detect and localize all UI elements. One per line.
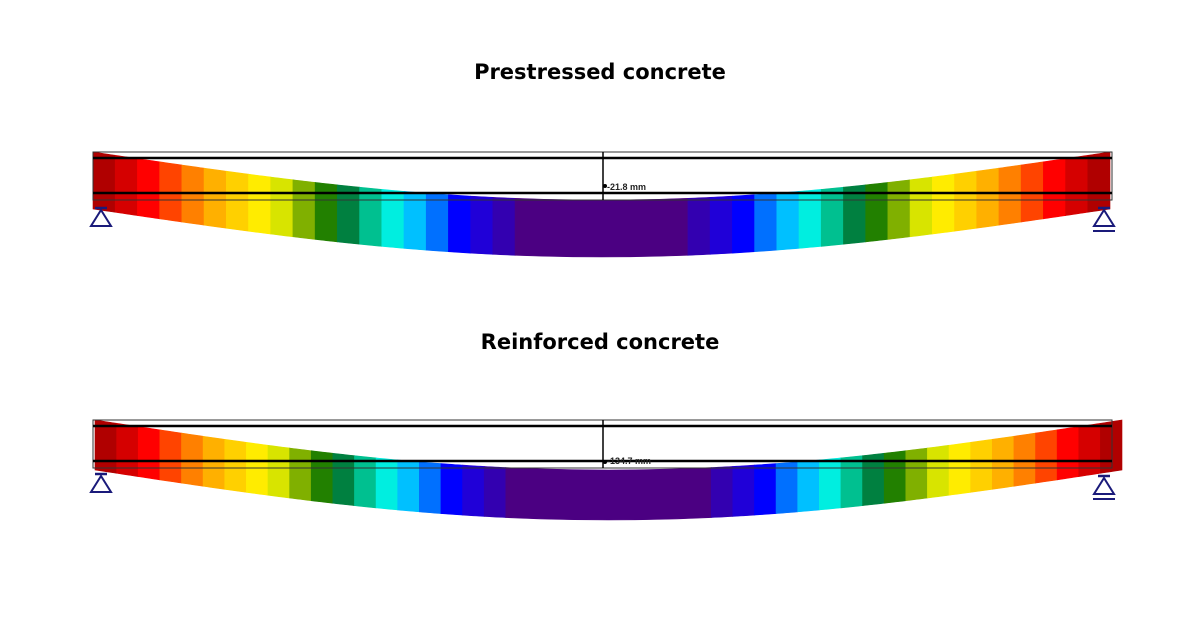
beam-segment xyxy=(1035,429,1058,484)
beam-segment xyxy=(709,195,733,255)
beam-segment xyxy=(1078,422,1101,477)
beam-segment xyxy=(462,464,485,517)
beam-segment xyxy=(732,464,755,517)
beam-segment xyxy=(687,197,711,256)
beam-segment xyxy=(775,461,798,514)
beam-segment xyxy=(267,444,290,499)
beam-segment xyxy=(310,450,334,504)
beam-segment xyxy=(116,422,139,477)
beam-segment xyxy=(225,170,249,232)
beam-segment xyxy=(819,457,842,511)
beam-segment xyxy=(381,189,405,249)
deflection-label-prestressed: -21.8 mm xyxy=(607,182,646,192)
beam-segment xyxy=(94,419,117,474)
beam-segment xyxy=(137,426,161,481)
beam-segment xyxy=(1056,426,1080,481)
beam-segment xyxy=(1100,419,1123,474)
beam-segment xyxy=(905,447,928,502)
beam-segment xyxy=(419,461,442,514)
beam-segment xyxy=(224,438,247,493)
beam-segment xyxy=(159,429,182,484)
beam-segment xyxy=(292,179,316,240)
pinned-support-icon xyxy=(89,474,113,493)
beam-segment xyxy=(248,173,272,235)
beam-reinforced xyxy=(89,419,1123,521)
beam-segment xyxy=(948,441,971,496)
beam-title-reinforced: Reinforced concrete xyxy=(480,330,720,354)
roller-support-icon xyxy=(1092,208,1116,227)
beam-segment xyxy=(754,463,777,516)
deflection-label-reinforced: -134.7 mm xyxy=(607,456,651,466)
deflection-point xyxy=(603,460,607,464)
beam-segment xyxy=(954,170,978,232)
beam-segment xyxy=(909,176,933,238)
beam-segment xyxy=(732,194,755,254)
beam-segment xyxy=(1087,151,1111,213)
beam-segment xyxy=(270,176,294,238)
beam-segment xyxy=(203,167,227,229)
beam-segment xyxy=(137,158,160,220)
beam-segment xyxy=(991,435,1015,490)
beam-segment xyxy=(181,164,205,226)
roller-support-icon xyxy=(1092,476,1116,495)
beam-segment xyxy=(425,192,449,253)
beam-segment xyxy=(820,186,844,247)
beam-segment xyxy=(314,182,338,243)
beam-segment xyxy=(1013,432,1036,487)
beam-segment xyxy=(1065,154,1089,216)
deflection-point xyxy=(603,184,607,188)
beam-prestressed xyxy=(89,151,1116,258)
beam-segment xyxy=(92,151,116,213)
beam-segment xyxy=(927,444,950,499)
beam-segment xyxy=(710,466,734,518)
beam-segment xyxy=(865,182,889,243)
beam-segment xyxy=(970,438,993,493)
beam-segment xyxy=(440,463,463,516)
beam-segment xyxy=(181,432,204,487)
beam-segment xyxy=(976,167,1000,229)
beam-segment xyxy=(470,195,494,255)
beam-segment xyxy=(998,164,1022,226)
beam-segment xyxy=(483,466,507,518)
beam-segment xyxy=(798,189,822,249)
beam-segment xyxy=(514,197,689,258)
beam-segment xyxy=(359,186,383,247)
beam-title-prestressed: Prestressed concrete xyxy=(474,60,726,84)
beam-segment xyxy=(1043,158,1066,220)
beam-segment xyxy=(354,455,377,509)
pinned-support-icon xyxy=(89,208,113,227)
beam-segment xyxy=(375,457,398,511)
beam-segment xyxy=(114,154,138,216)
beam-segment xyxy=(246,441,269,496)
beam-segment xyxy=(754,192,778,253)
beam-segment xyxy=(505,467,712,521)
beam-segment xyxy=(931,173,955,235)
beam-segment xyxy=(202,435,226,490)
beam-segment xyxy=(448,194,471,254)
beam-segment xyxy=(883,450,907,504)
beam-segment xyxy=(492,197,516,256)
beam-segment xyxy=(887,179,911,240)
beam-segment xyxy=(840,455,863,509)
beam-segment xyxy=(289,447,312,502)
